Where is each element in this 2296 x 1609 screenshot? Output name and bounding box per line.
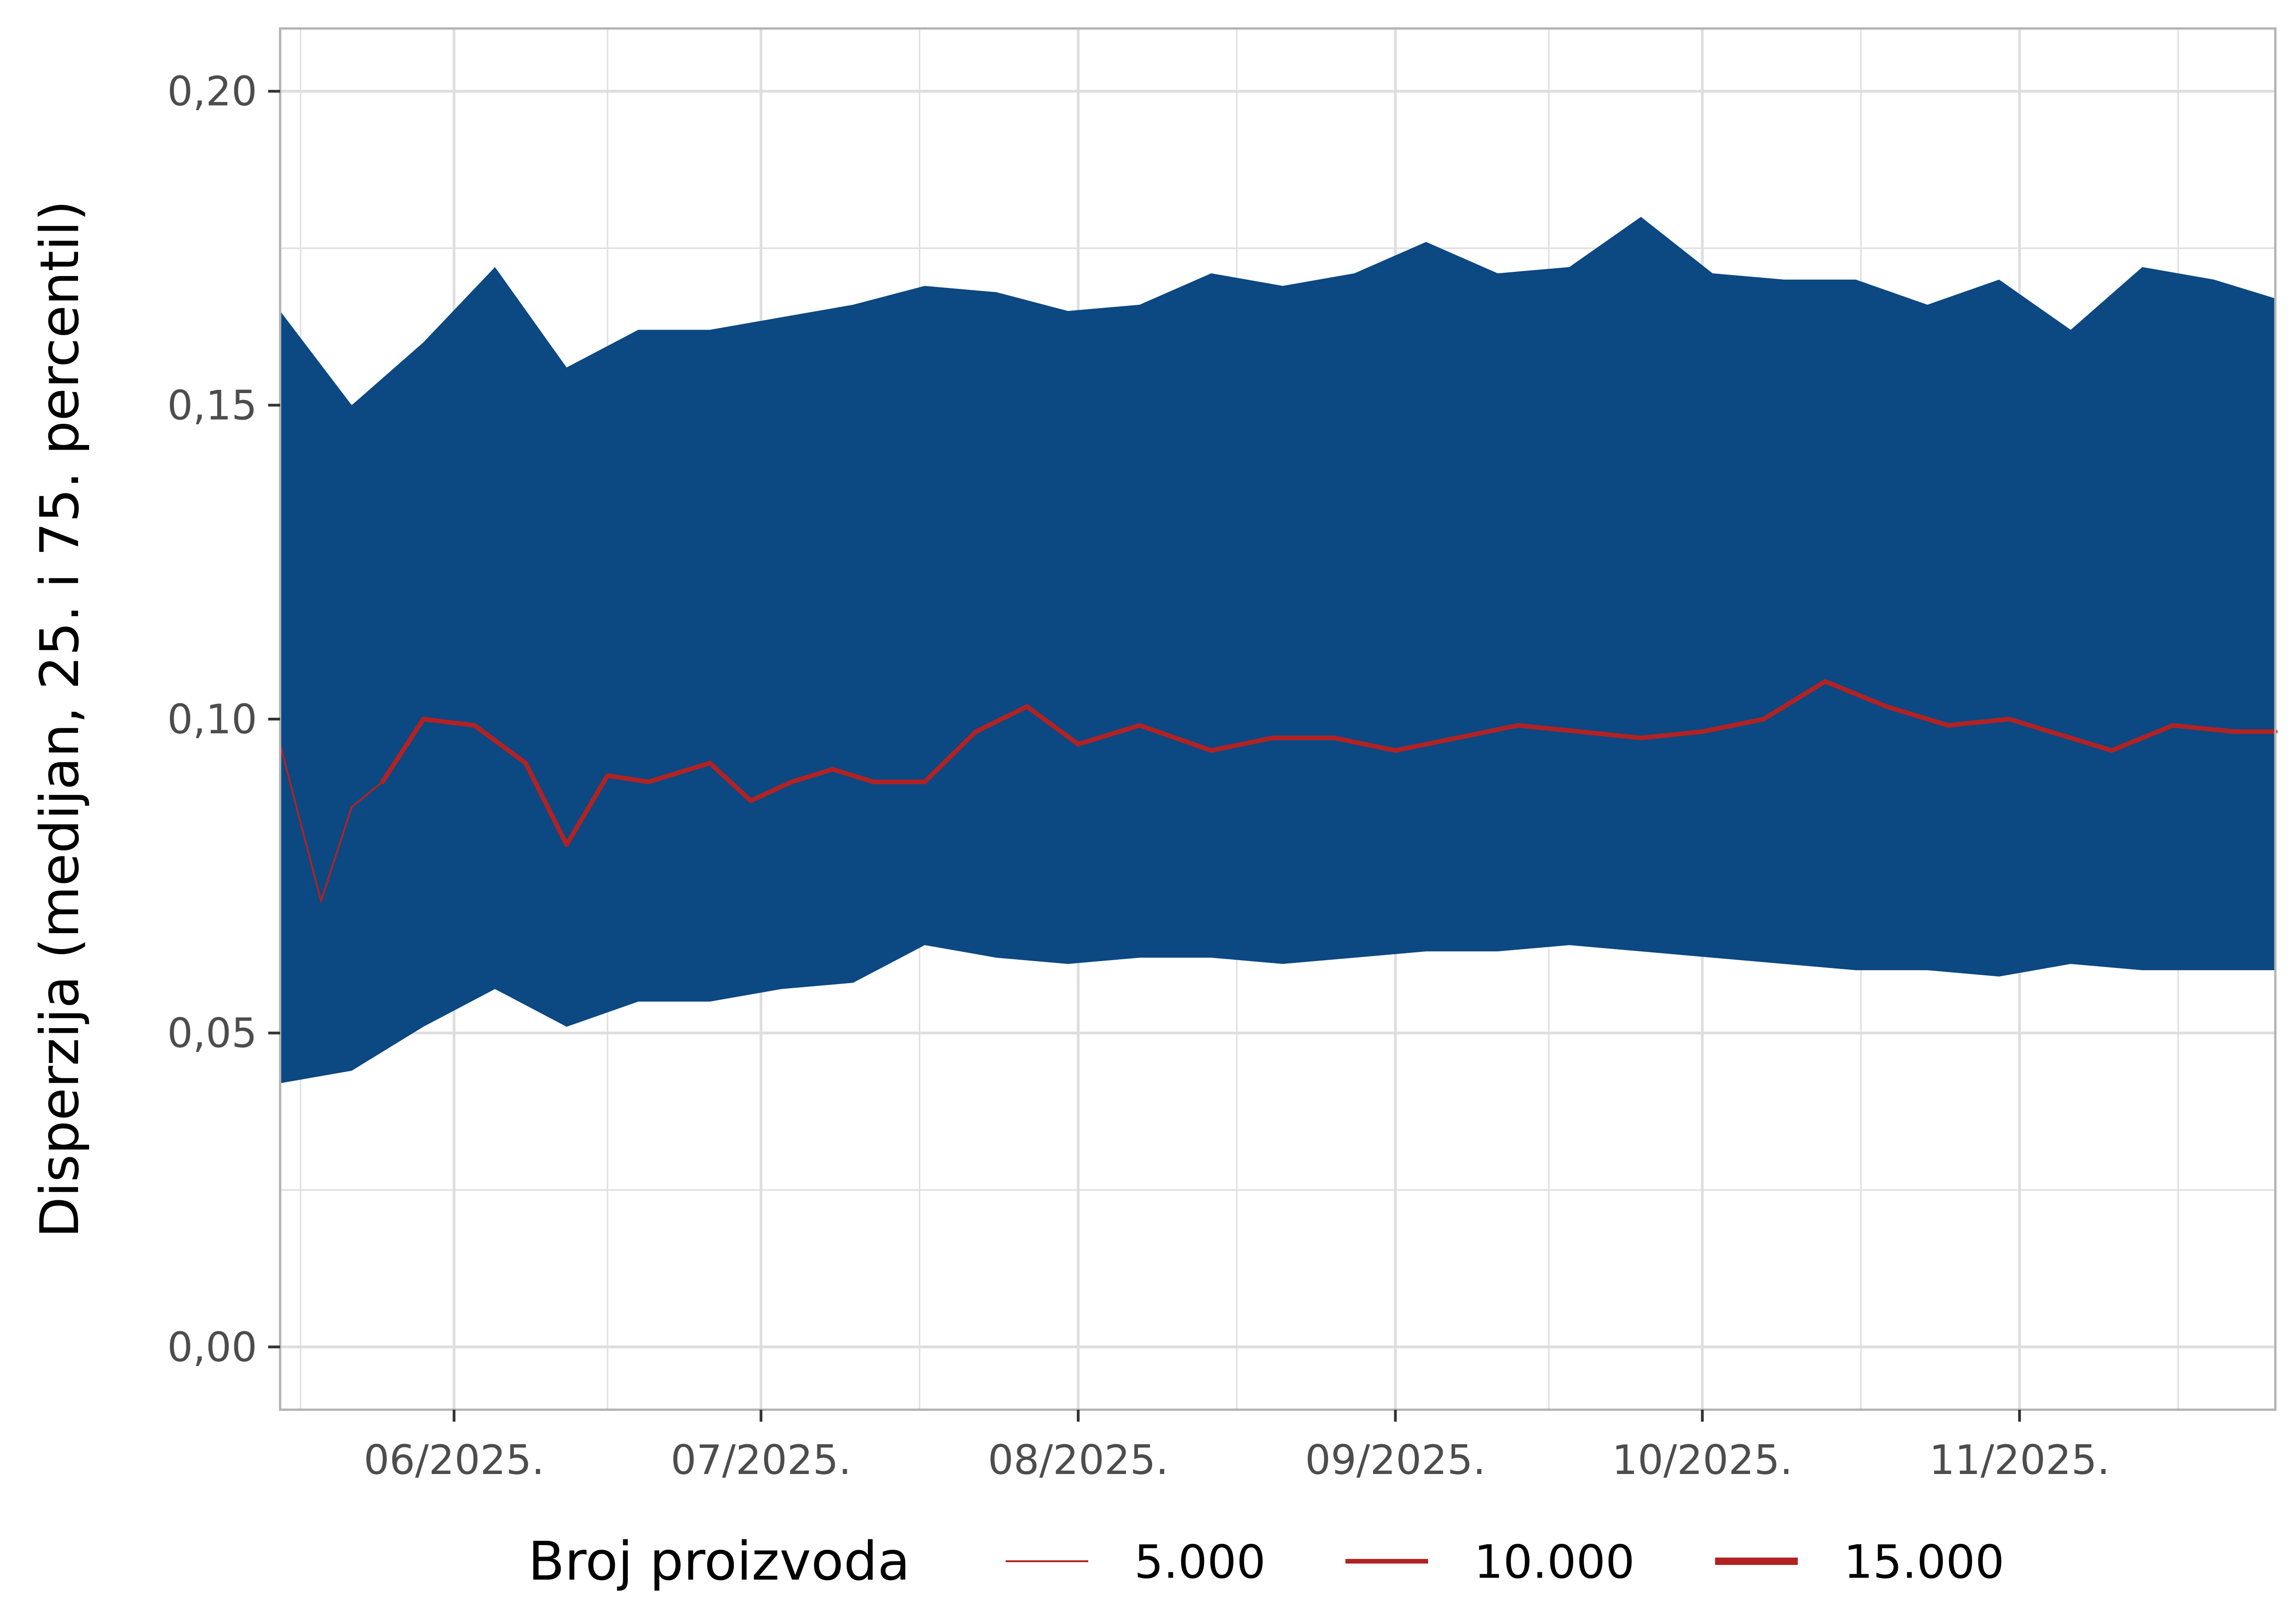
median-line-segment	[1332, 736, 1398, 753]
y-tick-label: 0,20	[167, 68, 257, 115]
median-line-segment	[922, 729, 979, 784]
median-line-segment	[421, 717, 477, 728]
median-line-segment	[320, 806, 353, 902]
median-line-segment	[1024, 704, 1080, 747]
median-line-segment	[1577, 729, 1643, 741]
median-line-segment	[2048, 729, 2114, 753]
median-line-segment	[974, 704, 1030, 734]
x-axis: 06/2025. 07/2025. 08/2025. 09/2025. 10/2025.…	[364, 1410, 2110, 1484]
median-line-segment	[605, 773, 651, 784]
median-line-segment	[2171, 723, 2237, 734]
median-line-segment	[564, 773, 610, 847]
median-line-layer	[279, 679, 2278, 902]
x-tick-label: 08/2025.	[988, 1436, 1169, 1484]
median-line-segment	[2109, 723, 2176, 753]
iqr-band-layer	[280, 217, 2275, 1084]
legend-title: Broj proizvoda	[528, 1530, 910, 1592]
median-line-segment	[1884, 704, 1950, 728]
y-tick-label: 0,00	[167, 1323, 257, 1371]
median-line-segment	[1638, 729, 1705, 741]
median-line-segment	[380, 717, 426, 784]
iqr-band	[280, 217, 2275, 1084]
x-tick-label: 11/2025.	[1929, 1436, 2110, 1484]
median-line-segment	[523, 760, 569, 847]
median-line-segment	[1761, 679, 1828, 721]
median-line-segment	[1516, 723, 1582, 734]
median-line-segment	[830, 767, 876, 784]
median-line-segment	[748, 779, 794, 803]
median-line-segment	[1137, 723, 1214, 753]
x-tick-label: 09/2025.	[1305, 1436, 1486, 1484]
median-line-segment	[1823, 679, 1889, 709]
median-line-segment	[646, 760, 712, 784]
median-line-segment	[789, 767, 835, 784]
legend: Broj proizvoda 5.000 10.000 15.000	[528, 1530, 2004, 1592]
median-line-segment	[1454, 723, 1521, 741]
legend-label: 10.000	[1474, 1535, 1635, 1589]
y-axis: 0,00 0,05 0,10 0,15 0,20	[167, 68, 280, 1371]
median-line-segment	[279, 743, 322, 902]
median-line-segment	[1393, 736, 1459, 753]
y-tick-label: 0,10	[167, 696, 257, 743]
median-line-segment	[1076, 723, 1142, 747]
median-line-segment	[707, 760, 753, 803]
median-line-segment	[1945, 717, 2012, 728]
median-line-segment	[472, 723, 528, 765]
legend-label: 15.000	[1844, 1535, 2004, 1589]
median-line-segment	[2007, 717, 2053, 734]
y-tick-label: 0,05	[167, 1010, 257, 1057]
legend-label: 5.000	[1134, 1535, 1266, 1589]
x-tick-label: 10/2025.	[1612, 1436, 1793, 1484]
median-line-segment	[350, 781, 383, 808]
x-tick-label: 07/2025.	[670, 1436, 851, 1484]
median-line-segment	[1700, 717, 1766, 734]
y-axis-title: Disperzija (medijan, 25. i 75. percentil…	[29, 200, 91, 1238]
median-line-segment	[1209, 736, 1275, 753]
y-tick-label: 0,15	[167, 382, 257, 429]
x-tick-label: 06/2025.	[364, 1436, 545, 1484]
